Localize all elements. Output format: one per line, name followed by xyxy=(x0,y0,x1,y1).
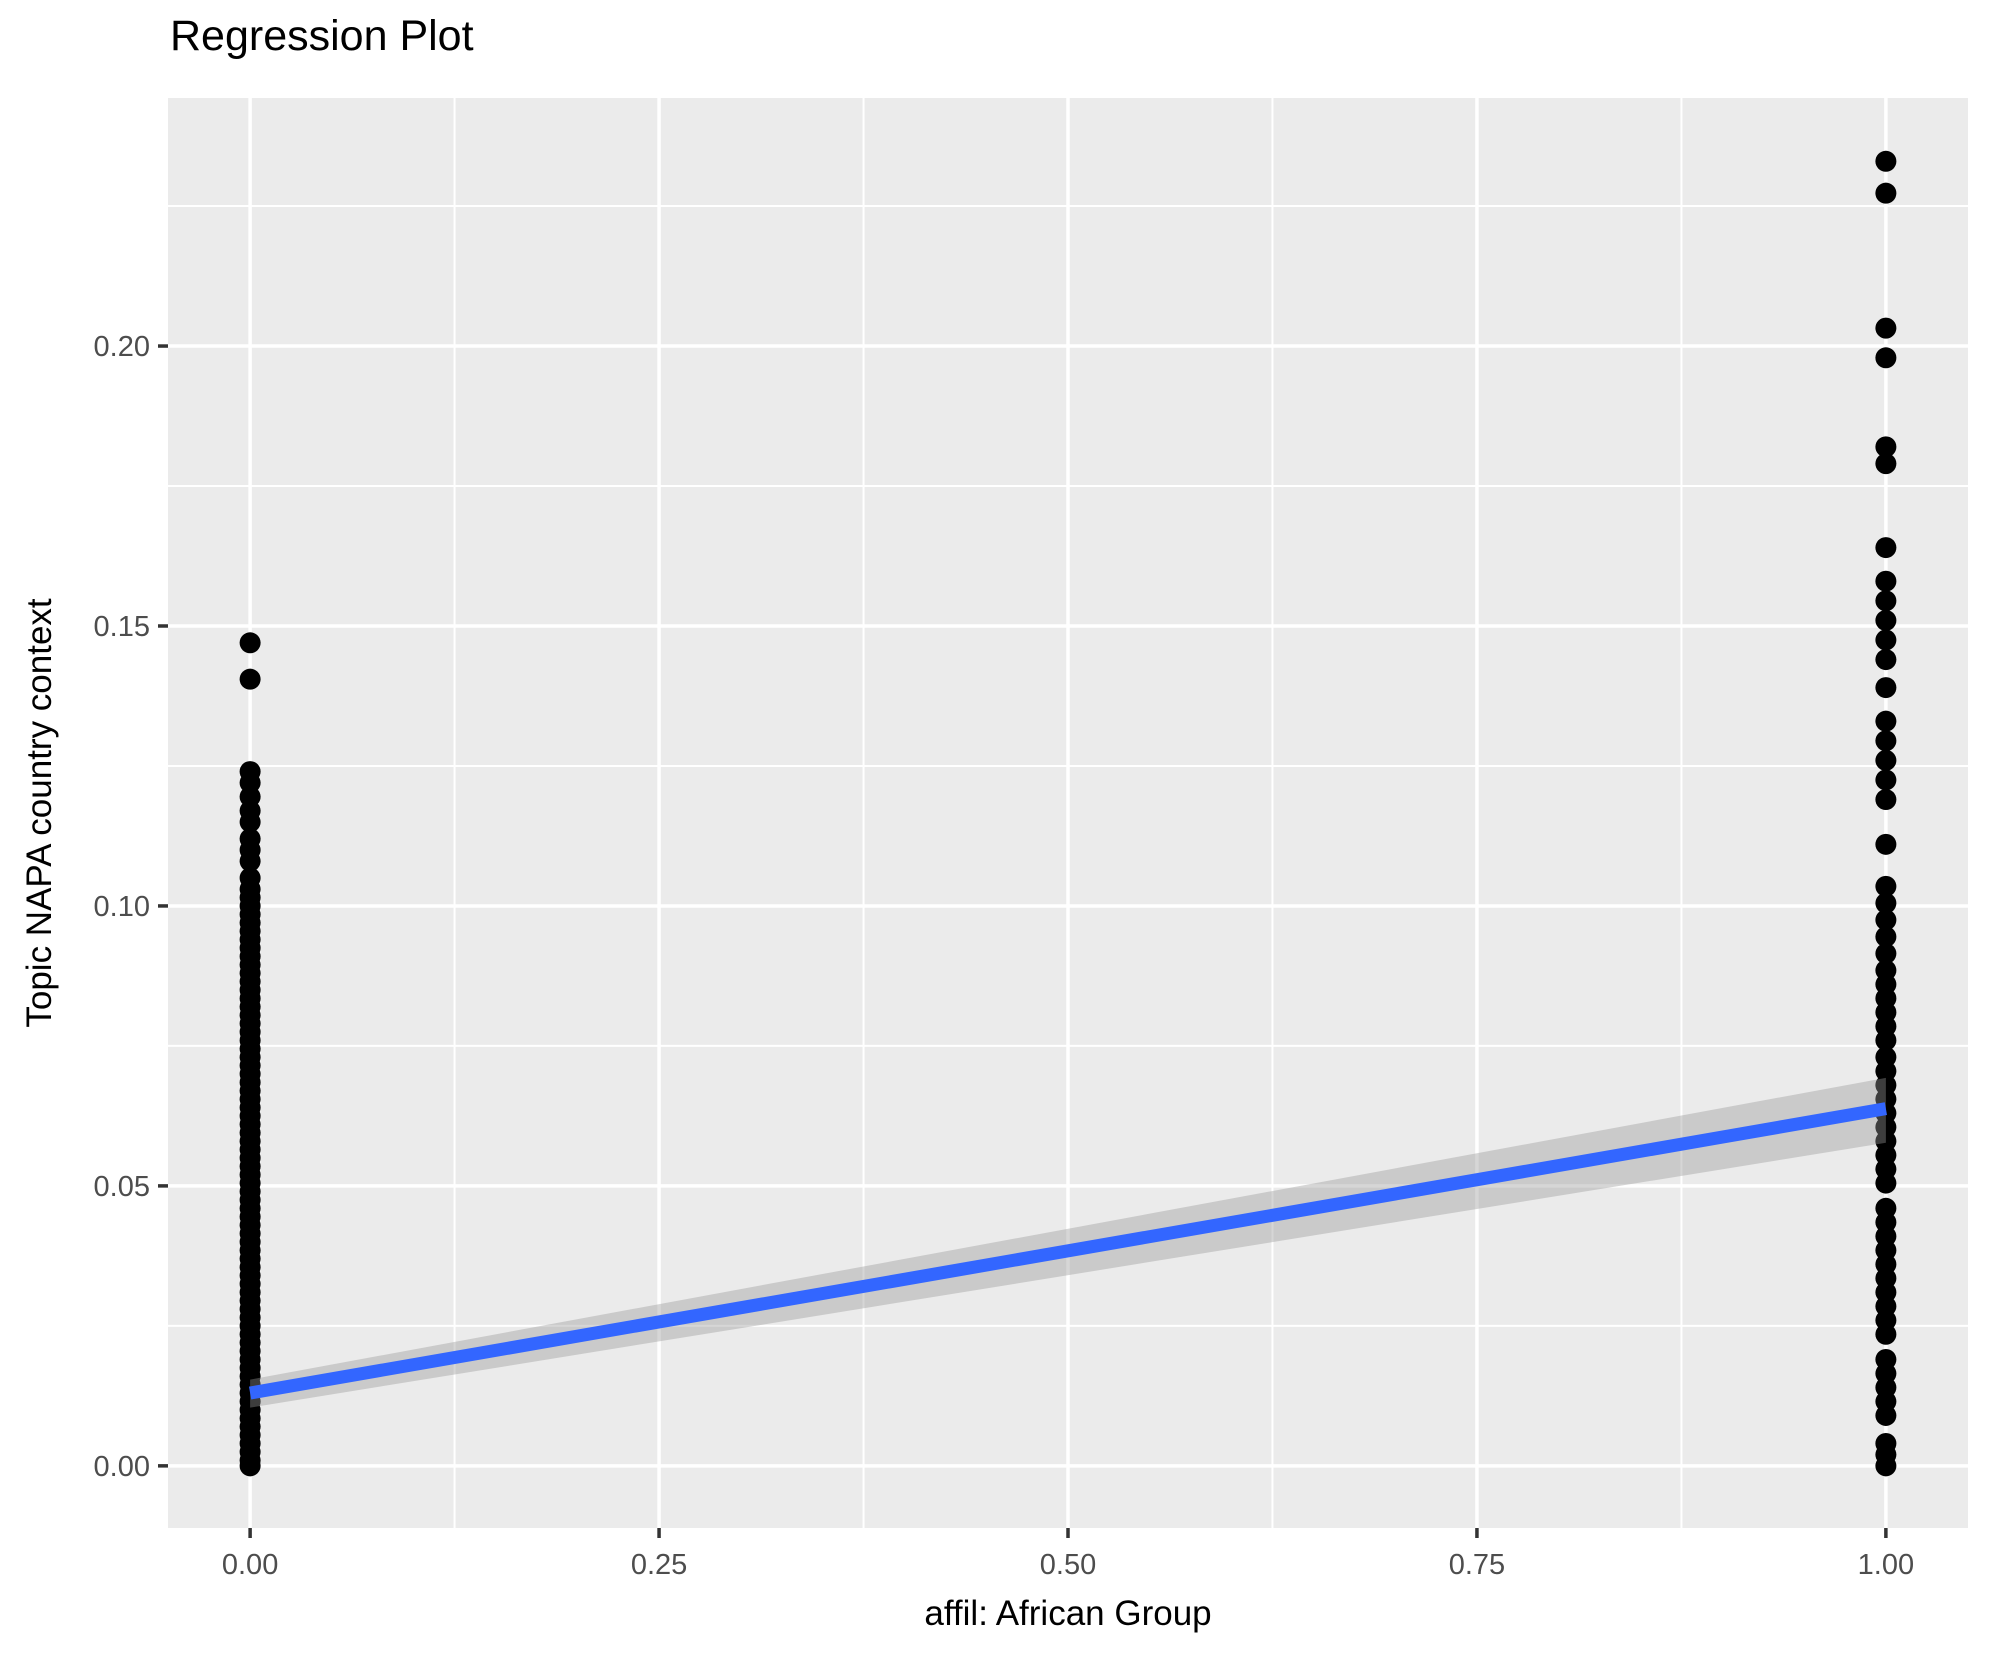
data-point xyxy=(1875,730,1897,752)
plot-title: Regression Plot xyxy=(170,12,474,60)
data-point xyxy=(239,1455,261,1477)
data-point xyxy=(1875,1029,1897,1051)
y-tick-label: 0.20 xyxy=(94,331,150,363)
data-point xyxy=(1875,649,1897,671)
x-axis-title: affil: African Group xyxy=(924,1594,1212,1633)
y-tick-label: 0.00 xyxy=(94,1451,150,1483)
data-point xyxy=(1875,347,1897,369)
data-point xyxy=(1875,629,1897,651)
data-point xyxy=(1875,570,1897,592)
y-axis-title: Topic NAPA country context xyxy=(20,598,59,1028)
data-point xyxy=(1875,875,1897,897)
data-point xyxy=(1875,1455,1897,1477)
data-point xyxy=(1875,150,1897,172)
data-point xyxy=(1875,182,1897,204)
data-point xyxy=(1875,833,1897,855)
data-point xyxy=(1875,769,1897,791)
data-point xyxy=(1875,909,1897,931)
x-tick-label: 0.00 xyxy=(222,1549,278,1581)
data-point xyxy=(1875,453,1897,475)
x-tick-label: 0.50 xyxy=(1040,1549,1096,1581)
data-point xyxy=(1875,892,1897,914)
data-point xyxy=(1875,436,1897,458)
y-tick-label: 0.10 xyxy=(94,891,150,923)
data-point xyxy=(1875,789,1897,811)
data-point xyxy=(1875,537,1897,559)
data-point xyxy=(1875,317,1897,339)
regression-line xyxy=(249,1102,1887,1400)
data-point xyxy=(1875,590,1897,612)
data-point xyxy=(239,632,261,654)
x-tick-label: 0.75 xyxy=(1449,1549,1505,1581)
x-tick-label: 1.00 xyxy=(1858,1549,1914,1581)
data-point xyxy=(1875,749,1897,771)
data-point xyxy=(239,668,261,690)
data-point xyxy=(239,811,261,833)
data-point xyxy=(1875,710,1897,732)
data-point xyxy=(1875,1323,1897,1345)
y-tick-label: 0.05 xyxy=(94,1171,150,1203)
y-tick-label: 0.15 xyxy=(94,611,150,643)
data-point xyxy=(1875,677,1897,699)
x-tick-label: 0.25 xyxy=(631,1549,687,1581)
data-point xyxy=(1875,1172,1897,1194)
data-point xyxy=(1875,609,1897,631)
data-point xyxy=(239,850,261,872)
data-point xyxy=(1875,943,1897,965)
data-point xyxy=(1875,1404,1897,1426)
data-point xyxy=(1875,926,1897,948)
